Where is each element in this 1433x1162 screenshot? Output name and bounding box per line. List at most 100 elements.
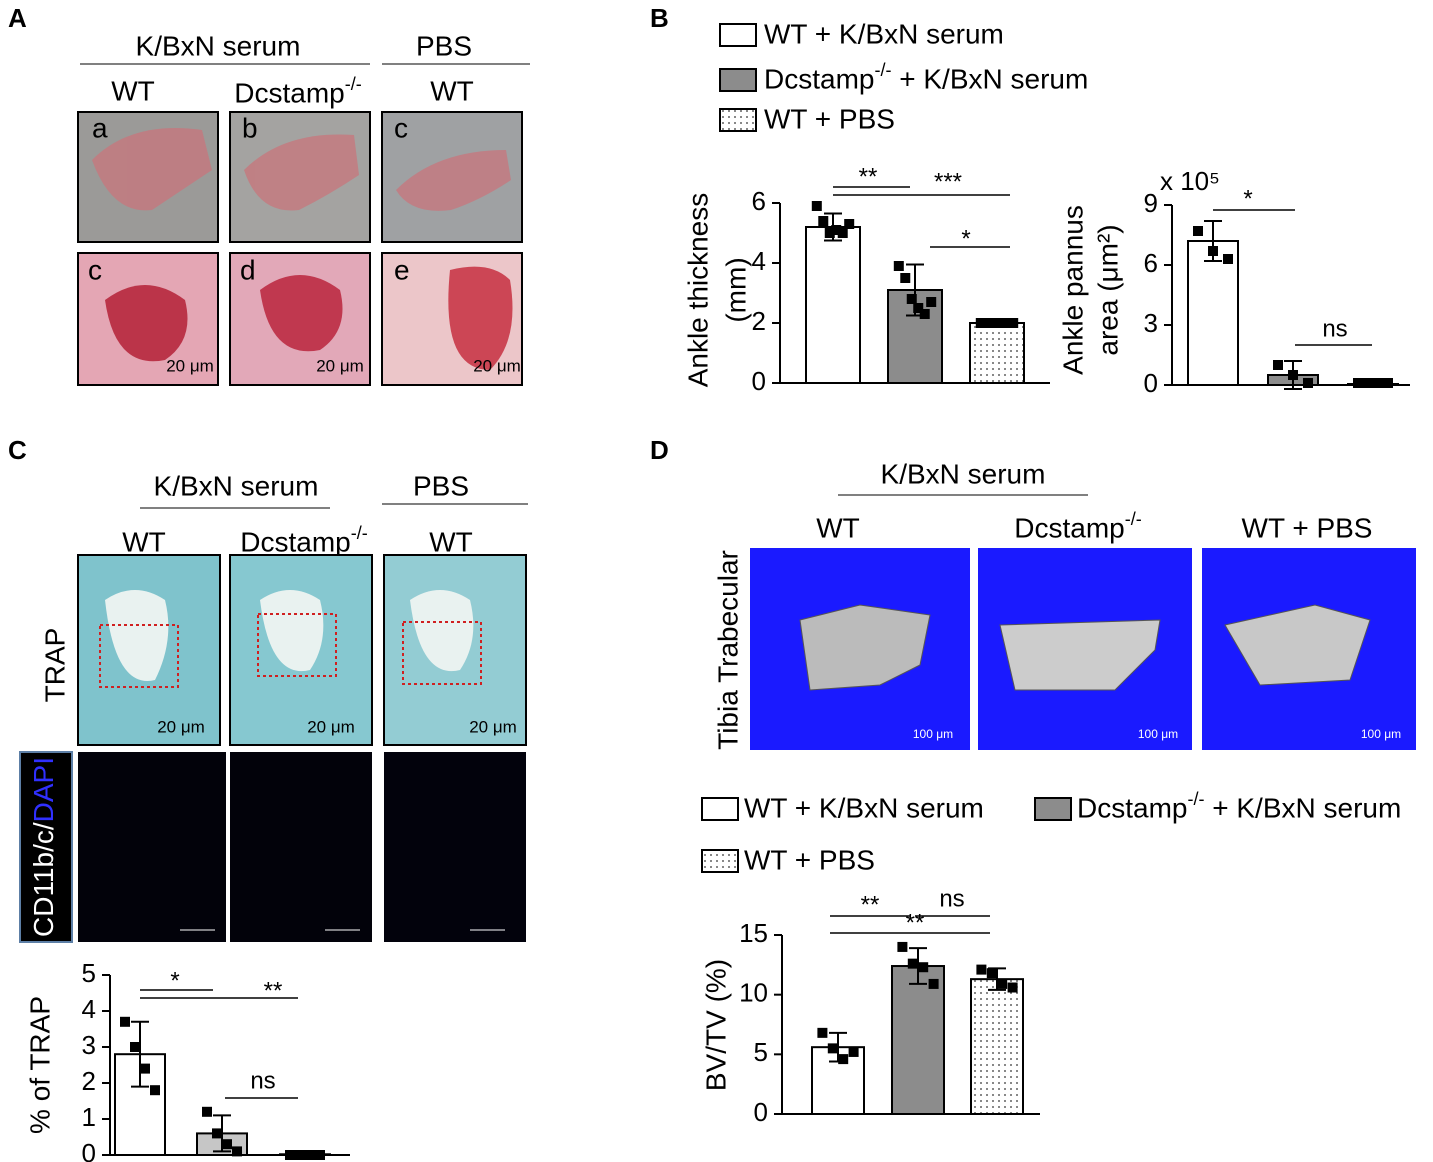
- panel-label: A: [8, 3, 27, 33]
- y-tick-label: 3: [82, 1030, 96, 1060]
- column-label: Dcstamp-/-: [1014, 509, 1141, 544]
- y-tick-label: 2: [82, 1066, 96, 1096]
- data-point: [838, 1054, 849, 1065]
- data-point: [817, 1027, 828, 1038]
- column-label: WT: [122, 526, 166, 557]
- y-tick-label: 2: [752, 306, 766, 336]
- stain-text: DAPI: [28, 757, 59, 822]
- data-point: [926, 297, 937, 307]
- data-point: [844, 219, 855, 229]
- image-letter: c: [88, 254, 102, 285]
- legend-label: WT + K/BxN serum: [764, 18, 1004, 49]
- group-label: K/BxN serum: [154, 470, 319, 501]
- data-point: [130, 1042, 140, 1052]
- column-label: WT: [430, 75, 474, 106]
- significance-label: **: [859, 163, 878, 190]
- legend-label: WT + PBS: [764, 103, 895, 134]
- image-letter: e: [394, 254, 410, 285]
- legend-swatch: [1034, 797, 1072, 821]
- data-point: [305, 1150, 315, 1160]
- data-point: [1273, 360, 1283, 370]
- data-point: [818, 216, 829, 226]
- data-point: [315, 1150, 325, 1160]
- microct-images: [750, 548, 1416, 750]
- stain-text: CD11b/c/: [28, 822, 59, 937]
- data-point: [900, 273, 911, 283]
- scale-bar: 100 μm: [1138, 727, 1178, 741]
- image-letter: d: [240, 254, 256, 285]
- data-point: [1193, 226, 1203, 236]
- data-point: [1383, 378, 1393, 388]
- data-point: [295, 1150, 305, 1160]
- data-point: [997, 978, 1008, 989]
- y-tick-label: 10: [739, 978, 768, 1008]
- data-point: [1208, 246, 1218, 256]
- data-point: [913, 303, 924, 313]
- row-label: TRAP: [39, 628, 70, 703]
- y-tick-label: 0: [754, 1097, 768, 1127]
- data-point: [919, 309, 930, 319]
- significance-label: ns: [250, 1067, 275, 1094]
- data-point: [1288, 370, 1298, 380]
- group-label: K/BxN serum: [136, 30, 301, 61]
- column-label: Dcstamp-/-: [234, 74, 361, 109]
- data-point: [906, 294, 917, 304]
- data-point: [837, 228, 848, 238]
- y-axis-label: Ankle pannus: [1057, 205, 1088, 375]
- legend-label: WT + K/BxN serum: [744, 792, 984, 823]
- y-tick-label: 15: [739, 918, 768, 948]
- data-point: [285, 1150, 295, 1160]
- y-tick-label: 5: [82, 958, 96, 988]
- data-point: [893, 261, 904, 271]
- legend-label: WT + PBS: [744, 844, 875, 875]
- bar: [1187, 240, 1239, 386]
- group-label: PBS: [416, 30, 472, 61]
- y-tick-label: 4: [82, 994, 96, 1024]
- data-point: [928, 978, 939, 989]
- data-point: [992, 318, 1002, 328]
- data-point: [1223, 254, 1233, 264]
- data-point: [848, 1046, 859, 1057]
- data-point: [1000, 318, 1011, 328]
- tissue: [92, 128, 513, 370]
- y-tick-label: 6: [1144, 248, 1158, 278]
- y-tick-label: 5: [754, 1037, 768, 1067]
- data-point: [1363, 378, 1373, 388]
- y-tick-label: 4: [752, 246, 766, 276]
- significance-label: *: [170, 967, 179, 994]
- y-multiplier: x 10⁵: [1160, 166, 1220, 196]
- bar: [969, 322, 1025, 384]
- data-point: [1008, 318, 1019, 328]
- scale-bar: 20 μm: [473, 356, 521, 375]
- significance-label: **: [264, 977, 283, 1004]
- panel-label: D: [650, 435, 669, 465]
- panel-label: C: [8, 435, 27, 465]
- bar: [970, 978, 1024, 1115]
- legend-swatch: [701, 797, 739, 821]
- column-label: Dcstamp-/-: [240, 523, 367, 558]
- legend-label: Dcstamp-/- + K/BxN serum: [1077, 789, 1401, 824]
- image-letter: a: [92, 112, 108, 143]
- y-tick-label: 6: [752, 186, 766, 216]
- column-label: WT + PBS: [1242, 512, 1373, 543]
- bar: [805, 226, 861, 384]
- legend-swatch: [719, 108, 757, 132]
- group-label: K/BxN serum: [881, 458, 1046, 489]
- data-point: [1007, 982, 1018, 993]
- legend-swatch: [719, 68, 757, 92]
- data-point: [824, 228, 835, 238]
- data-point: [202, 1106, 212, 1117]
- image-letter: b: [242, 112, 258, 143]
- data-point: [150, 1085, 160, 1096]
- data-point: [983, 318, 994, 328]
- scale-bar: 20 μm: [157, 717, 205, 736]
- image-letter: c: [394, 112, 408, 143]
- column-label: WT: [816, 512, 860, 543]
- data-point: [907, 958, 918, 969]
- legend-swatch: [701, 849, 739, 873]
- data-point: [986, 968, 997, 979]
- y-axis-label: BV/TV (%): [700, 959, 731, 1091]
- data-point: [1303, 378, 1313, 388]
- significance-label: **: [906, 909, 925, 936]
- data-point: [222, 1139, 232, 1150]
